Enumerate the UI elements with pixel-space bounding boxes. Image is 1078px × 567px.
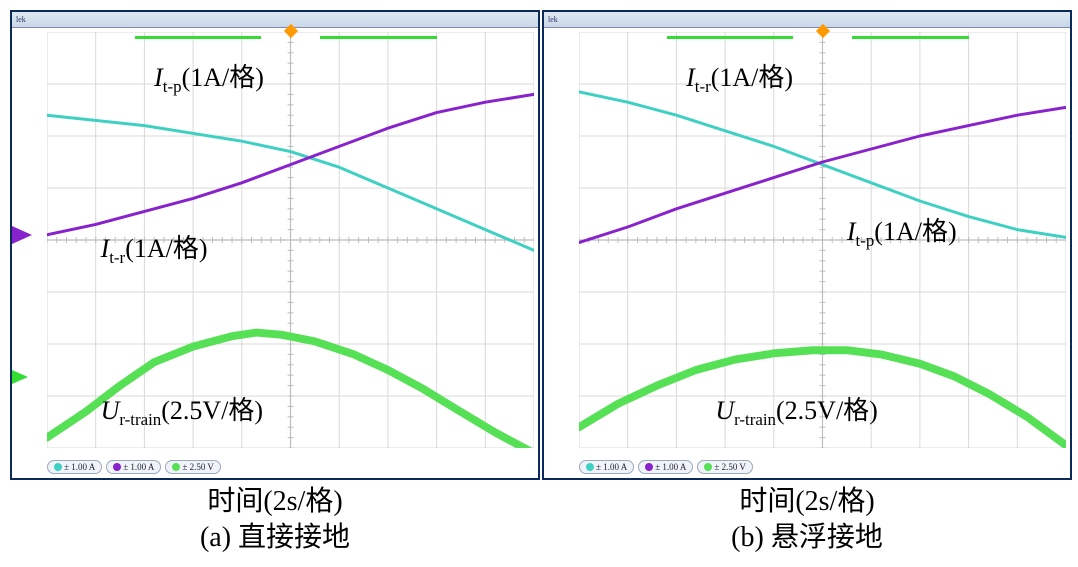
- scope-b: lek It-r(1A/格)It-p(1A/格)Ur-train(2.5V/格)…: [542, 10, 1072, 480]
- scope-footer-b: ± 1.00 A ± 1.00 A ± 2.50 V: [579, 458, 1066, 476]
- channel-dot: [645, 463, 653, 471]
- channel-scale: ± 1.00 A: [123, 462, 154, 472]
- scope-a: lek It-p(1A/格)It-r(1A/格)Ur-train(2.5V/格)…: [10, 10, 540, 480]
- plot-svg-a: [47, 32, 534, 448]
- channel-scale: ± 1.00 A: [64, 462, 95, 472]
- caption-sub-b: (b) 悬浮接地: [731, 522, 883, 553]
- channel-scale: ± 2.50 V: [714, 462, 746, 472]
- channel-pill: ± 1.00 A: [638, 460, 693, 474]
- ground-arrow-green: [12, 370, 28, 384]
- plot-svg-b: [579, 32, 1066, 448]
- top-bar-left: [135, 36, 262, 39]
- caption-time-b: 时间(2s/格): [739, 486, 874, 517]
- plot-area-a: It-p(1A/格)It-r(1A/格)Ur-train(2.5V/格): [47, 32, 534, 448]
- channel-pill: ± 2.50 V: [165, 460, 221, 474]
- caption-b: 时间(2s/格) (b) 悬浮接地: [542, 484, 1072, 557]
- channel-pill: ± 1.00 A: [579, 460, 634, 474]
- top-bar-right: [852, 36, 969, 39]
- top-bar-left: [667, 36, 794, 39]
- scope-footer-a: ± 1.00 A ± 1.00 A ± 2.50 V: [47, 458, 534, 476]
- channel-dot: [172, 463, 180, 471]
- figure-panels: lek It-p(1A/格)It-r(1A/格)Ur-train(2.5V/格)…: [10, 10, 1068, 557]
- channel-dot: [704, 463, 712, 471]
- channel-dot: [586, 463, 594, 471]
- top-bar-right: [320, 36, 437, 39]
- scope-brand: lek: [16, 15, 26, 24]
- channel-pill: ± 1.00 A: [106, 460, 161, 474]
- plot-area-b: It-r(1A/格)It-p(1A/格)Ur-train(2.5V/格): [579, 32, 1066, 448]
- caption-a: 时间(2s/格) (a) 直接接地: [10, 484, 540, 557]
- caption-sub-a: (a) 直接接地: [200, 522, 350, 553]
- channel-dot: [113, 463, 121, 471]
- scope-header: lek: [544, 12, 1070, 28]
- channel-scale: ± 2.50 V: [182, 462, 214, 472]
- scope-header: lek: [12, 12, 538, 28]
- ground-arrow-purple: [12, 226, 32, 244]
- scope-brand: lek: [548, 15, 558, 24]
- channel-scale: ± 1.00 A: [655, 462, 686, 472]
- channel-scale: ± 1.00 A: [596, 462, 627, 472]
- channel-dot: [54, 463, 62, 471]
- caption-time-a: 时间(2s/格): [207, 486, 342, 517]
- panel-a: lek It-p(1A/格)It-r(1A/格)Ur-train(2.5V/格)…: [10, 10, 540, 557]
- channel-pill: ± 1.00 A: [47, 460, 102, 474]
- panel-b: lek It-r(1A/格)It-p(1A/格)Ur-train(2.5V/格)…: [542, 10, 1072, 557]
- channel-pill: ± 2.50 V: [697, 460, 753, 474]
